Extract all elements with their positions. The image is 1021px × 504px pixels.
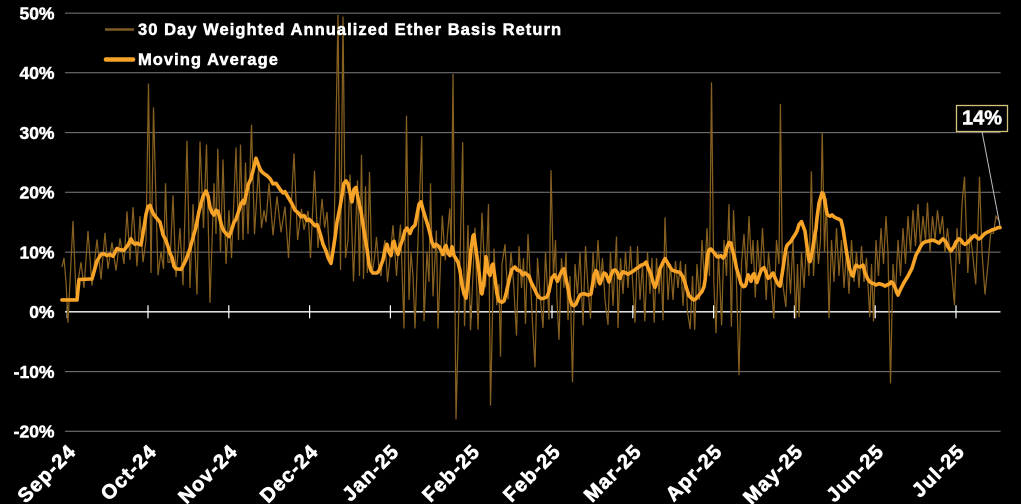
svg-text:Moving Average: Moving Average (138, 51, 279, 69)
svg-text:50%: 50% (19, 3, 54, 23)
svg-text:10%: 10% (19, 242, 54, 262)
svg-text:0%: 0% (29, 302, 55, 322)
svg-text:30%: 30% (19, 123, 54, 143)
svg-text:-20%: -20% (14, 422, 55, 442)
svg-text:20%: 20% (19, 183, 54, 203)
svg-text:40%: 40% (19, 63, 54, 83)
svg-text:30 Day Weighted Annualized Eth: 30 Day Weighted Annualized Ether Basis R… (138, 21, 562, 39)
svg-text:14%: 14% (962, 108, 1002, 130)
svg-text:-10%: -10% (14, 362, 55, 382)
